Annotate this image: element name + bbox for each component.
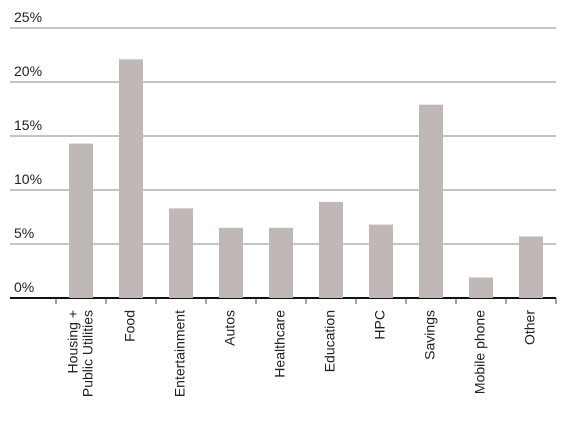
bar: [369, 224, 393, 298]
y-tick-label: 20%: [14, 63, 42, 79]
bar: [519, 236, 543, 298]
bar: [69, 143, 93, 298]
x-tick-label: Housing +Public Utilities: [64, 310, 95, 397]
y-tick-label: 5%: [14, 225, 34, 241]
x-tick-label: Mobile phone: [472, 310, 488, 394]
bar: [419, 104, 443, 299]
x-tick-label: HPC: [372, 310, 388, 340]
y-tick-label: 0%: [14, 279, 34, 295]
bar: [219, 227, 243, 298]
bar: [119, 59, 143, 298]
bar: [319, 201, 343, 298]
y-tick-label: 25%: [14, 9, 42, 25]
bar: [469, 277, 493, 298]
x-tick-label: Autos: [222, 310, 238, 346]
y-tick-label: 10%: [14, 171, 42, 187]
x-tick-label: Entertainment: [172, 310, 188, 397]
bar: [169, 208, 193, 298]
x-tick-label: Healthcare: [272, 310, 288, 378]
x-tick-label: Other: [522, 310, 538, 345]
bar: [269, 227, 293, 298]
x-tick-label: Savings: [422, 310, 438, 360]
x-tick-label: Education: [322, 310, 338, 372]
y-tick-label: 15%: [14, 117, 42, 133]
x-tick-label: Food: [122, 310, 138, 342]
